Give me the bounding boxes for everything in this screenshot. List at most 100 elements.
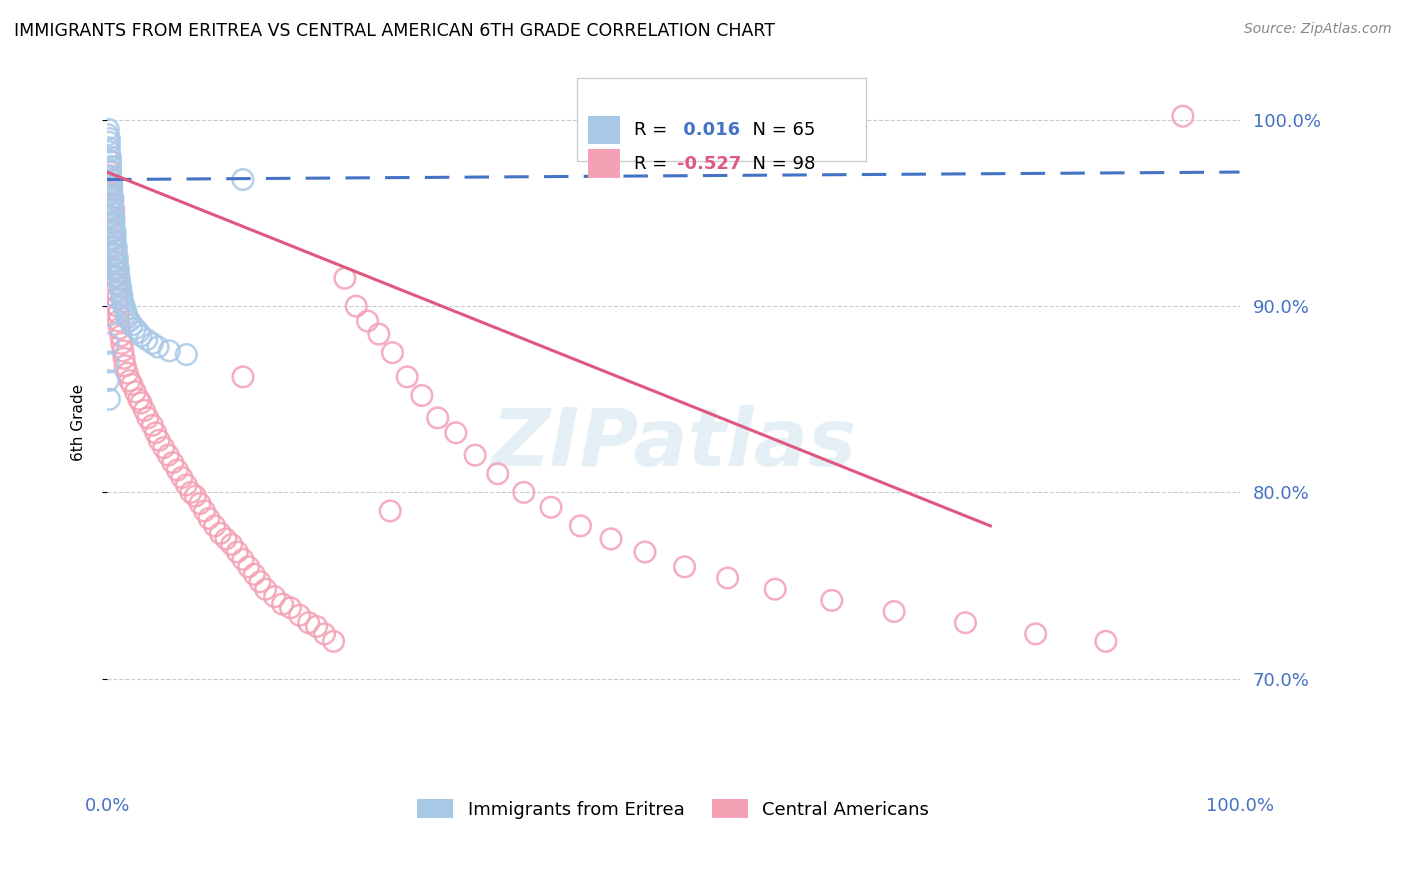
Point [381, 345, 404, 359]
Point [107, 261, 129, 276]
Point [105, 285, 128, 299]
Point [380, 504, 402, 518]
Point [111, 288, 134, 302]
Text: R =: R = [634, 121, 672, 139]
Point [883, 605, 905, 619]
Text: Source: ZipAtlas.com: Source: ZipAtlas.com [1244, 22, 1392, 37]
Point [98, 196, 121, 211]
Point [411, 388, 433, 402]
Point [1095, 634, 1118, 648]
Point [112, 299, 135, 313]
Point [103, 210, 125, 224]
Point [110, 329, 132, 343]
Point [104, 269, 127, 284]
Point [100, 210, 122, 224]
Point [98, 153, 121, 168]
Point [101, 198, 124, 212]
Point [101, 202, 124, 217]
Point [98, 131, 121, 145]
Point [157, 448, 180, 462]
Point [129, 329, 152, 343]
Point [117, 310, 139, 325]
Point [263, 590, 285, 604]
Point [157, 343, 180, 358]
Point [107, 307, 129, 321]
Point [204, 519, 226, 533]
Point [100, 172, 122, 186]
Point [107, 266, 129, 280]
Point [104, 235, 127, 250]
Point [101, 239, 124, 253]
Text: IMMIGRANTS FROM ERITREA VS CENTRAL AMERICAN 6TH GRADE CORRELATION CHART: IMMIGRANTS FROM ERITREA VS CENTRAL AMERI… [14, 22, 775, 40]
Point [100, 153, 122, 168]
Point [98, 145, 121, 159]
Point [108, 273, 131, 287]
Point [1171, 109, 1194, 123]
Point [305, 619, 328, 633]
FancyBboxPatch shape [576, 78, 866, 161]
Point [673, 559, 696, 574]
Y-axis label: 6th Grade: 6th Grade [72, 384, 86, 461]
Point [280, 600, 302, 615]
Point [97, 309, 120, 323]
Point [344, 299, 367, 313]
Point [121, 318, 143, 332]
Text: ZIPatlas: ZIPatlas [491, 405, 856, 483]
Point [108, 321, 131, 335]
Text: -0.527: -0.527 [676, 154, 741, 173]
Point [121, 377, 143, 392]
Bar [588, 149, 620, 178]
Point [105, 251, 128, 265]
Point [152, 441, 174, 455]
Point [135, 333, 157, 347]
Point [128, 325, 150, 339]
Point [110, 280, 132, 294]
Point [821, 593, 844, 607]
Point [180, 485, 202, 500]
Point [97, 178, 120, 193]
Point [105, 292, 128, 306]
Point [486, 467, 509, 481]
Point [254, 582, 277, 597]
Point [103, 221, 125, 235]
Point [100, 169, 122, 183]
Point [107, 269, 129, 284]
Point [101, 206, 124, 220]
Point [444, 425, 467, 440]
Point [356, 314, 378, 328]
Point [100, 150, 122, 164]
Point [108, 277, 131, 291]
Point [97, 122, 120, 136]
Point [367, 327, 389, 342]
Point [98, 187, 121, 202]
Point [426, 410, 449, 425]
Point [298, 615, 321, 630]
Point [232, 370, 254, 384]
Point [104, 261, 127, 276]
Point [110, 285, 132, 299]
Point [600, 532, 623, 546]
Point [141, 336, 163, 351]
Point [396, 370, 419, 384]
Point [145, 425, 167, 440]
Point [146, 340, 169, 354]
Text: 0.016: 0.016 [676, 121, 740, 139]
Point [100, 160, 122, 174]
Point [98, 135, 121, 149]
Point [198, 511, 221, 525]
Point [100, 163, 122, 178]
Point [97, 336, 120, 351]
Point [114, 302, 136, 317]
Point [232, 552, 254, 566]
Point [209, 526, 232, 541]
Point [118, 314, 141, 328]
Point [104, 225, 127, 239]
Point [118, 374, 141, 388]
Point [176, 347, 198, 361]
Point [97, 374, 120, 388]
Point [1025, 627, 1047, 641]
Point [243, 567, 266, 582]
Point [188, 496, 211, 510]
Point [103, 254, 125, 268]
Point [513, 485, 536, 500]
